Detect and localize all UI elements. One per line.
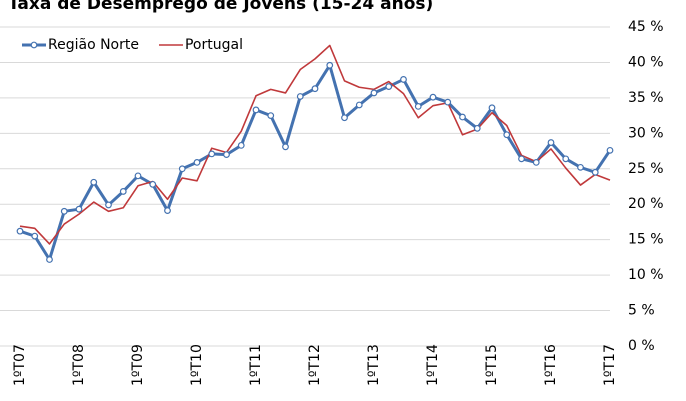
- point: [606, 146, 614, 154]
- point: [193, 158, 201, 166]
- point: [296, 93, 304, 100]
- point: [518, 155, 525, 163]
- point: [400, 76, 407, 83]
- point: [459, 113, 466, 121]
- point: [311, 85, 319, 93]
- x-tick-label: 1ºT17: [602, 344, 618, 386]
- point: [31, 232, 39, 240]
- x-tick-label: 1ºT11: [248, 344, 264, 386]
- point: [326, 61, 334, 69]
- x-tick-label: 1ºT13: [366, 344, 382, 386]
- x-tick-label: 1ºT08: [71, 344, 87, 386]
- point: [547, 139, 555, 146]
- point: [341, 114, 348, 122]
- point: [473, 124, 481, 132]
- point: [370, 89, 378, 97]
- point: [562, 155, 570, 163]
- point: [355, 101, 363, 109]
- point: [90, 178, 98, 186]
- x-tick-label: 1ºT16: [543, 344, 559, 386]
- point: [16, 227, 24, 235]
- point: [282, 143, 289, 151]
- point: [149, 180, 157, 188]
- series-line: [19, 44, 611, 245]
- x-tick-label: 1ºT09: [130, 344, 146, 386]
- legend-marker: [30, 41, 38, 49]
- point: [46, 256, 53, 263]
- point: [591, 168, 599, 176]
- x-tick-label: 1ºT07: [12, 344, 28, 386]
- y-tick-label: 30 %: [628, 125, 664, 141]
- y-tick-label: 20 %: [628, 196, 664, 212]
- point: [532, 158, 540, 166]
- legend-label: Região Norte: [48, 37, 139, 53]
- point: [75, 205, 83, 213]
- point: [488, 104, 496, 112]
- point: [252, 106, 260, 114]
- y-tick-label: 10 %: [628, 267, 664, 283]
- point: [119, 188, 127, 195]
- point: [237, 141, 245, 149]
- x-tick-label: 1ºT10: [189, 344, 205, 386]
- y-tick-label: 40 %: [628, 54, 664, 70]
- legend-label: Portugal: [185, 37, 243, 53]
- point: [223, 151, 230, 159]
- x-tick-label: 1ºT12: [307, 344, 323, 386]
- point: [208, 150, 216, 158]
- chart-title: Taxa de Desemprego de Jovens (15-24 anos…: [8, 0, 433, 14]
- point: [577, 163, 584, 171]
- point: [164, 207, 171, 215]
- y-tick-label: 5 %: [628, 303, 655, 319]
- point: [414, 102, 422, 110]
- series-line: [19, 63, 612, 262]
- point: [178, 165, 186, 173]
- x-tick-label: 1ºT14: [425, 344, 441, 386]
- point: [444, 98, 452, 106]
- y-tick-label: 45 %: [628, 19, 664, 35]
- y-tick-label: 25 %: [628, 161, 664, 177]
- point: [503, 131, 511, 139]
- y-tick-label: 0 %: [628, 338, 655, 354]
- y-tick-label: 15 %: [628, 232, 664, 248]
- y-tick-label: 35 %: [628, 90, 664, 106]
- point: [385, 83, 393, 90]
- point: [134, 172, 142, 180]
- x-tick-label: 1ºT15: [484, 344, 500, 386]
- point: [105, 201, 112, 209]
- point: [429, 93, 437, 101]
- point: [60, 207, 68, 215]
- point: [267, 112, 275, 120]
